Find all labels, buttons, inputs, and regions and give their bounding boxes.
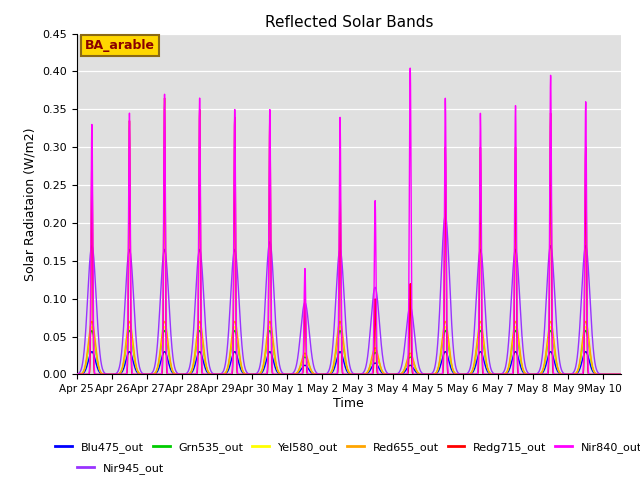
Title: Reflected Solar Bands: Reflected Solar Bands	[264, 15, 433, 30]
Text: BA_arable: BA_arable	[85, 39, 155, 52]
X-axis label: Time: Time	[333, 397, 364, 410]
Y-axis label: Solar Radiataion (W/m2): Solar Radiataion (W/m2)	[24, 127, 36, 281]
Legend: Nir945_out: Nir945_out	[72, 458, 168, 478]
